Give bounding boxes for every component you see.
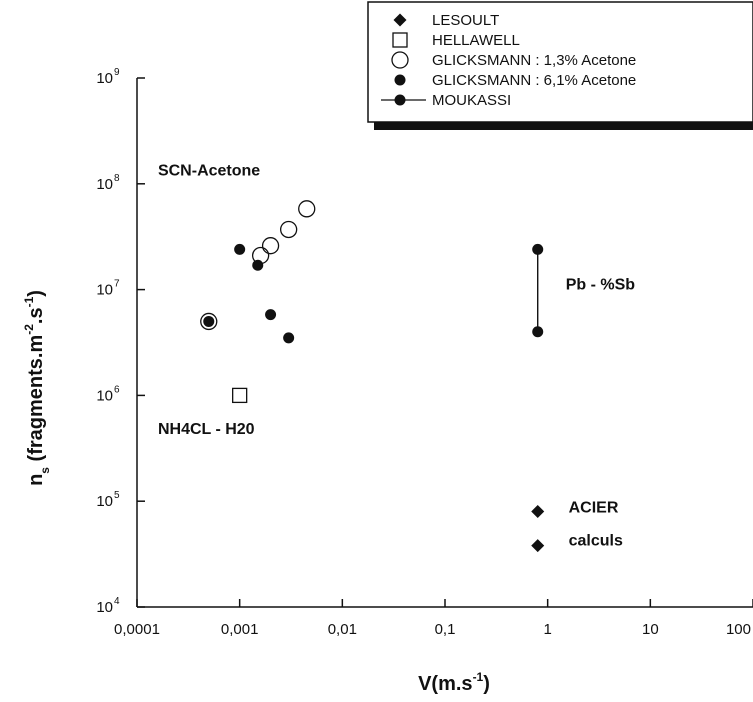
y-tick-exponent: 5: [114, 490, 120, 501]
series-4: [532, 243, 544, 338]
plot-frame: [136, 78, 753, 608]
y-tick-exponent: 9: [114, 67, 120, 78]
legend-entry: LESOULT: [432, 12, 499, 29]
data-point: [283, 332, 295, 344]
x-tick-label: 0,1: [435, 621, 456, 638]
data-point: [261, 237, 280, 255]
annotation-label: SCN-Acetone: [158, 162, 260, 179]
data-point: [203, 315, 215, 327]
y-tick-label: 10: [96, 282, 113, 299]
y-axis-title: ns (fragments.m-2.s-1): [22, 290, 52, 486]
legend-marker: [392, 32, 408, 48]
x-tick-label: 100: [726, 621, 751, 638]
x-tick-label: 10: [642, 621, 659, 638]
annotations: SCN-Acetone NH4CL - H20 Pb - %Sb ACIER calcu…: [158, 162, 635, 549]
y-tick-label: 10: [96, 493, 113, 510]
data-point: [532, 243, 544, 255]
legend-marker: [394, 74, 406, 86]
y-tick-exponent: 7: [114, 279, 120, 290]
annotation-label: ACIER: [569, 500, 619, 517]
y-tick-label: 10: [96, 70, 113, 87]
annotation-label: NH4CL - H20: [158, 421, 255, 438]
x-tick-label: 0,001: [221, 621, 259, 638]
annotation-label: calculs: [569, 533, 623, 550]
legend: LESOULT HELLAWELL GLICKSMANN : 1,3% Aceton…: [367, 1, 753, 130]
legend-entry: GLICKSMANN : 6,1% Acetone: [432, 72, 636, 89]
legend-box: [367, 1, 753, 123]
series-1: [232, 387, 248, 404]
data-point: [200, 312, 218, 331]
y-tick-label: 10: [96, 387, 113, 404]
x-tick-label: 1: [543, 621, 551, 638]
y-tick-exponent: 8: [114, 173, 120, 184]
data-point: [252, 259, 264, 271]
legend-marker: [391, 51, 409, 69]
data-marks: [200, 200, 545, 553]
data-point: [232, 387, 248, 404]
legend-entry: HELLAWELL: [432, 32, 520, 49]
x-tick-label: 0,0001: [114, 621, 160, 638]
legend-entry: GLICKSMANN : 1,3% Acetone: [432, 52, 636, 69]
annotation-label: Pb - %Sb: [566, 277, 636, 294]
legend-marker: [394, 94, 406, 106]
data-point: [265, 309, 277, 321]
series-0: [531, 504, 545, 553]
x-axis: 0,0001 0,001 0,01 0,1 1 10 100: [114, 599, 753, 638]
data-point: [531, 539, 545, 553]
y-tick-label: 10: [96, 599, 113, 616]
legend-entry: MOUKASSI: [432, 92, 511, 109]
y-tick-exponent: 4: [114, 596, 120, 607]
x-tick-label: 0,01: [328, 621, 357, 638]
series-2: [200, 200, 316, 331]
data-point: [298, 200, 316, 218]
x-axis-title-superscript: -1: [473, 670, 484, 684]
series-3: [203, 243, 295, 344]
data-point: [280, 220, 298, 239]
data-point: [234, 243, 246, 255]
x-axis-title: V(m.s-1): [418, 670, 490, 695]
y-axis-title-subscript: s: [38, 467, 52, 474]
data-point: [532, 326, 544, 338]
y-tick-exponent: 6: [114, 384, 120, 395]
y-tick-label: 10: [96, 176, 113, 193]
legend-marker: [393, 13, 407, 27]
data-point: [531, 504, 545, 518]
